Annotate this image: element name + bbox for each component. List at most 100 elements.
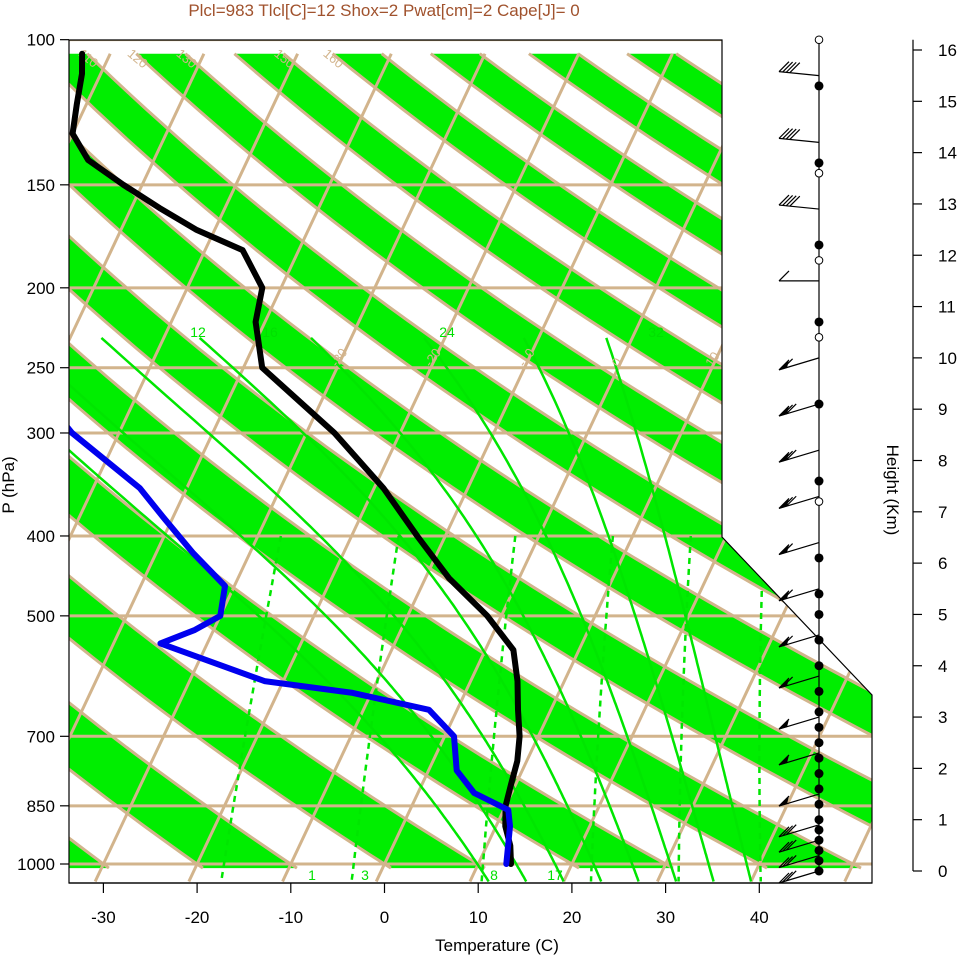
pressure-axis: 100 150 200 250 300 400 500 700 850 1000 [17,31,69,874]
dry-adiabat-line [282,52,872,870]
moist-adiabat-line [310,337,640,882]
height-dot [814,707,824,717]
x-tick-label: 40 [750,908,769,927]
dry-adiabat-line [135,52,872,870]
height-tick-label: 2 [938,759,947,778]
height-dot [814,553,824,563]
temperature-profile [69,50,523,867]
dry-adiabat-line [69,52,872,870]
wind-barb [778,855,820,869]
x-tick-label: -20 [185,908,210,927]
dry-adiabat-line [478,52,872,870]
dry-adiabat-line [69,52,580,870]
moist-adiabat-label: 12 [190,324,206,340]
y-axis-label: P (hPa) [0,456,18,513]
isotherm-line [69,53,393,883]
moist-adiabat-label: 16 [262,324,278,340]
height-dot [814,825,824,835]
height-tick-label: 9 [938,400,947,419]
wind-barb [778,495,820,509]
wind-barb [778,752,820,766]
dry-adiabat-line [429,52,872,870]
height-tick-label: 14 [938,144,957,163]
moist-adiabat-label: 24 [439,324,455,340]
dry-adiabat-line [69,52,392,870]
y-tick-label: 200 [27,279,55,298]
wind-barb [778,403,820,417]
wind-barb [778,357,820,371]
dry-adiabat-line [69,52,872,870]
height-dot [814,240,824,250]
mixing-ratio-label: 8 [490,867,498,883]
height-dot [814,845,824,855]
height-dot [814,686,824,696]
chart-title: Plcl=983 Tlcl[C]=12 Shox=2 Pwat[cm]=2 Ca… [188,1,579,20]
height-tick-label: 16 [938,41,957,60]
height-tick-label: 5 [938,605,947,624]
dry-adiabat-line [69,52,768,870]
height-tick-label: 12 [938,246,957,265]
y-tick-label: 100 [27,31,55,50]
isotherm-label: 10 [702,349,723,369]
height-dot [814,799,824,809]
height-tick-label: 6 [938,554,947,573]
y-tick-label: 500 [27,607,55,626]
height-dot [814,317,824,327]
mixing-ratio-line [758,535,765,882]
height-axis-label: Height (Km) [883,445,902,536]
height-dot [814,738,824,748]
height-dot [814,609,824,619]
sounding-profiles [69,50,523,867]
height-tick-label: 15 [938,92,957,111]
isotherm-label: 30 [889,349,910,369]
height-dot [814,722,824,732]
mixing-ratio-label: 1 [308,867,316,883]
y-tick-label: 400 [27,527,55,546]
height-tick-label: 1 [938,811,947,830]
x-tick-label: -30 [91,908,116,927]
x-tick-label: 30 [656,908,675,927]
height-tick-label: 8 [938,452,947,471]
moist-adiabat-line [423,337,678,882]
dewpoint-profile [69,50,513,867]
wind-barb [778,194,820,210]
x-tick-label: 20 [562,908,581,927]
height-tick-label: 0 [938,862,947,881]
y-tick-label: 700 [27,727,55,746]
height-tick-label: 4 [938,657,947,676]
y-tick-label: 250 [27,359,55,378]
y-tick-label: 300 [27,424,55,443]
dry-adiabat-line [380,52,872,870]
height-dot [814,784,824,794]
wind-barb [778,839,820,853]
wind-barb [778,675,820,689]
isotherm-line [374,53,768,883]
dry-adiabat-line [69,52,486,870]
wind-barb [778,588,820,602]
height-tick-label: 11 [938,298,956,317]
height-dot [814,158,824,168]
height-dot [814,635,824,645]
dry-adiabat-line [86,52,872,870]
dry-adiabat-line [69,52,862,870]
height-dot-open [814,333,824,342]
y-tick-label: 150 [27,176,55,195]
wind-barb [778,127,820,143]
wind-barb [778,634,820,648]
height-dot-open [814,35,824,45]
moist-adiabat-line [605,337,753,882]
height-dot [814,81,824,91]
mixing-ratio-lines [219,535,765,882]
wind-barb-column [778,35,824,884]
wind-barb [778,716,820,730]
isotherm-line [69,53,299,883]
dry-adiabat-line [69,52,872,870]
height-dot-open [814,168,824,178]
temperature-axis: -30 -20 -10 0 10 20 30 40 [69,882,872,927]
wind-barb [778,449,820,463]
height-tick-label: 3 [938,708,947,727]
theta-label: 120 [125,46,151,71]
x-tick-label: -10 [279,908,304,927]
dry-adiabat-line [69,52,872,870]
